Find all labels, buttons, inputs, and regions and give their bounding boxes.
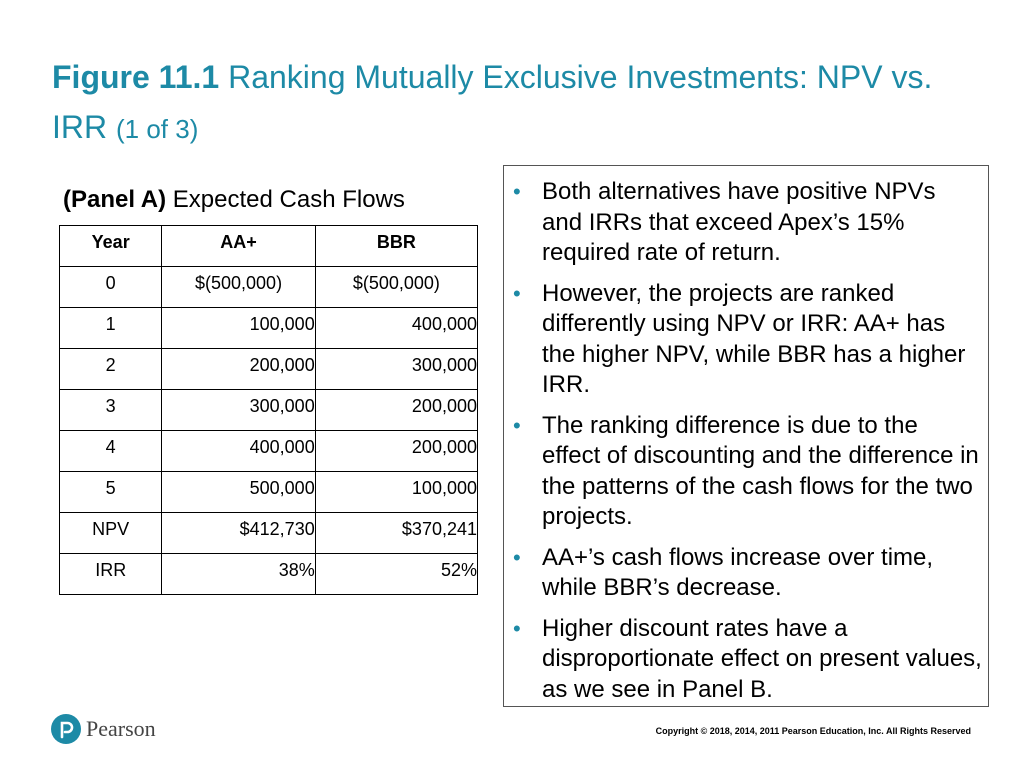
cell-year: 3 <box>58 389 163 431</box>
pearson-logo: Pearson <box>51 714 156 744</box>
bullet-item: • Both alternatives have positive NPVs a… <box>504 177 988 269</box>
bullet-text: Higher discount rates have a disproporti… <box>542 614 982 703</box>
table-header-row: Year AA+ BBR <box>58 225 479 267</box>
cell-aa-irr: 38% <box>161 553 316 595</box>
cell-bbr: 100,000 <box>314 471 479 513</box>
cell-bbr: 200,000 <box>314 430 479 472</box>
copyright-notice: Copyright © 2018, 2014, 2011 Pearson Edu… <box>655 726 971 736</box>
cell-bbr-npv: $370,241 <box>314 512 479 554</box>
cell-bbr: 400,000 <box>314 307 479 349</box>
bullet-item: • The ranking difference is due to the e… <box>504 411 988 533</box>
table-row: 4 400,000 200,000 <box>58 430 479 472</box>
panel-label-bold: (Panel A) <box>63 186 167 213</box>
cell-year: 0 <box>58 266 163 308</box>
cell-bbr: 300,000 <box>314 348 479 390</box>
bullet-text: Both alternatives have positive NPVs and… <box>542 178 936 266</box>
cell-bbr-irr: 52% <box>314 553 479 595</box>
bullet-item: • However, the projects are ranked diffe… <box>504 279 988 401</box>
cell-aa: 300,000 <box>161 389 316 431</box>
table-row: 5 500,000 100,000 <box>58 471 479 513</box>
cell-label-npv: NPV <box>58 512 163 554</box>
bullet-dot-icon: • <box>513 280 521 306</box>
table-row: 2 200,000 300,000 <box>58 348 479 390</box>
figure-number: Figure 11.1 <box>52 59 220 95</box>
slide-title: Figure 11.1 Ranking Mutually Exclusive I… <box>52 52 982 154</box>
cell-aa: $(500,000) <box>161 266 316 308</box>
bullet-dot-icon: • <box>513 544 521 570</box>
cell-bbr: 200,000 <box>314 389 479 431</box>
cell-aa: 100,000 <box>161 307 316 349</box>
table-row-npv: NPV $412,730 $370,241 <box>58 512 479 554</box>
title-text: Ranking Mutually Exclusive Investments: … <box>52 59 933 145</box>
bullet-text: AA+’s cash flows increase over time, whi… <box>542 543 934 602</box>
cell-aa: 200,000 <box>161 348 316 390</box>
cell-year: 2 <box>58 348 163 390</box>
cell-year: 4 <box>58 430 163 472</box>
cell-label-irr: IRR <box>58 553 163 595</box>
bullet-text: However, the projects are ranked differe… <box>542 279 966 399</box>
logo-text: Pearson <box>86 716 156 741</box>
cell-year: 1 <box>58 307 163 349</box>
bullet-item: • AA+’s cash flows increase over time, w… <box>504 543 988 604</box>
table-row-irr: IRR 38% 52% <box>58 553 479 595</box>
panel-a-label: (Panel A) Expected Cash Flows <box>63 186 405 214</box>
bullet-dot-icon: • <box>513 615 521 641</box>
bullet-text: The ranking difference is due to the eff… <box>542 411 979 531</box>
title-part: (1 of 3) <box>116 114 199 144</box>
table-row: 3 300,000 200,000 <box>58 389 479 431</box>
cell-bbr: $(500,000) <box>314 266 479 308</box>
table-row: 0 $(500,000) $(500,000) <box>58 266 479 308</box>
panel-label-rest: Expected Cash Flows <box>172 186 405 213</box>
cell-year: 5 <box>58 471 163 513</box>
cell-aa: 400,000 <box>161 430 316 472</box>
bullet-dot-icon: • <box>513 179 521 204</box>
cell-aa: 500,000 <box>161 471 316 513</box>
header-bbr: BBR <box>314 225 479 267</box>
cell-aa-npv: $412,730 <box>161 512 316 554</box>
header-year: Year <box>58 225 163 267</box>
header-aa: AA+ <box>161 225 316 267</box>
bullet-panel: • Both alternatives have positive NPVs a… <box>503 165 989 707</box>
pearson-logo-icon <box>51 714 81 744</box>
bullet-dot-icon: • <box>513 412 521 438</box>
bullet-item: • Higher discount rates have a dispropor… <box>504 614 988 706</box>
table-row: 1 100,000 400,000 <box>58 307 479 349</box>
cash-flow-table: Year AA+ BBR 0 $(500,000) $(500,000) 1 1… <box>58 225 479 595</box>
bullet-list: • Both alternatives have positive NPVs a… <box>504 166 988 705</box>
